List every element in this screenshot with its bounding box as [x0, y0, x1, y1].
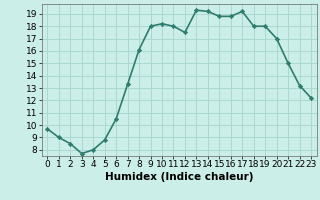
X-axis label: Humidex (Indice chaleur): Humidex (Indice chaleur) [105, 172, 253, 182]
